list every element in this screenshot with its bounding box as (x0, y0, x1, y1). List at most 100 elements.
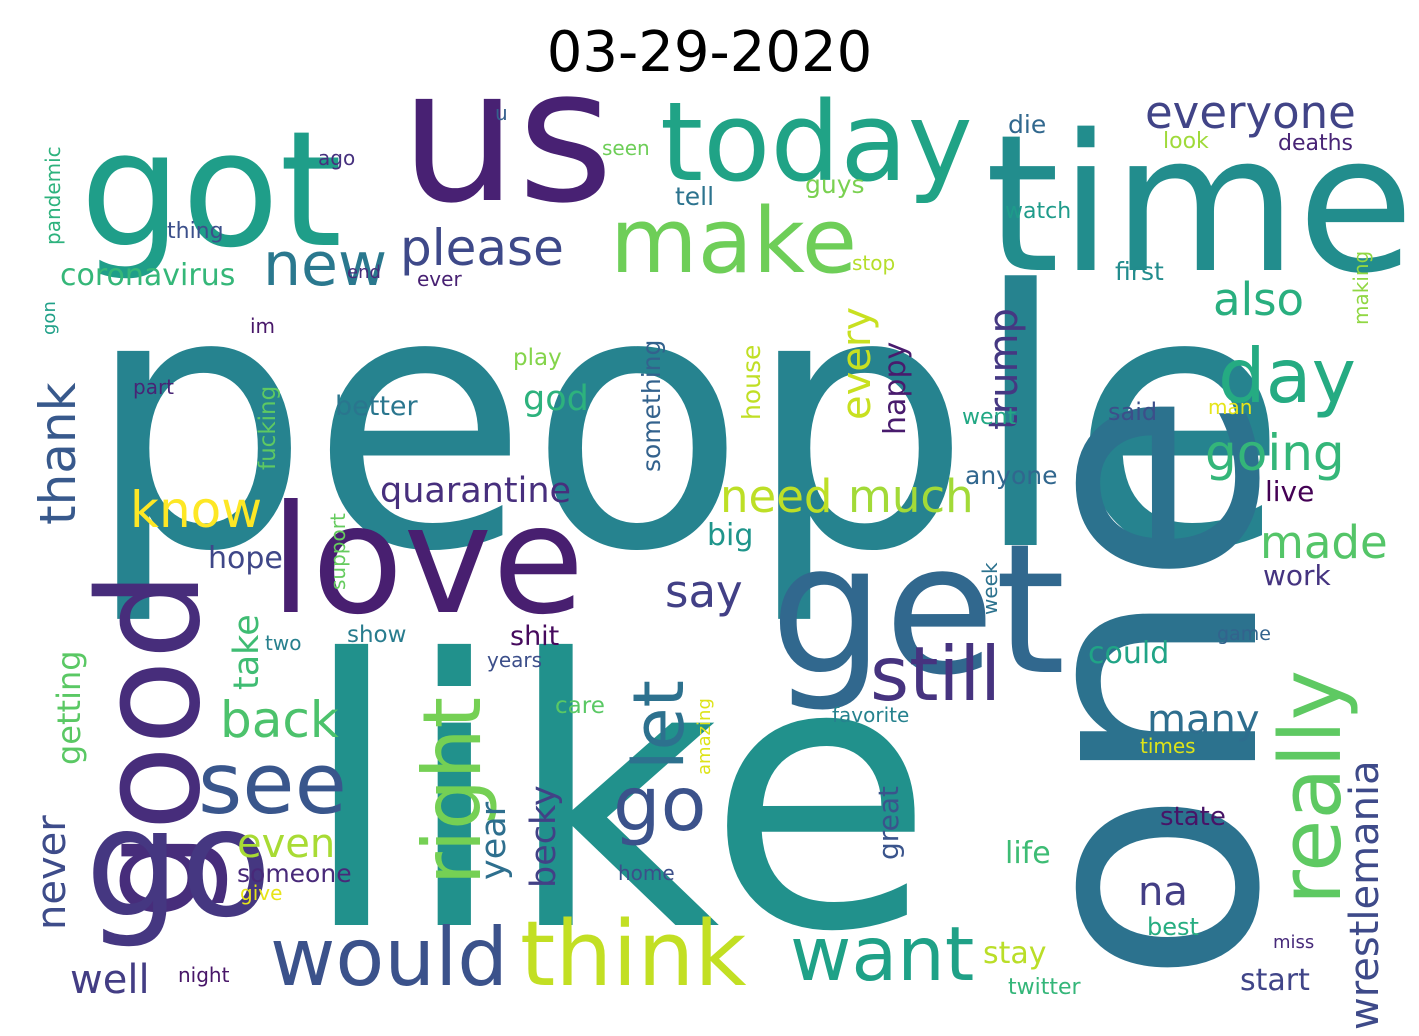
word-na: na (1138, 869, 1188, 915)
word-stop: stop (852, 251, 895, 275)
word-let: let (618, 680, 700, 770)
word-year: year (474, 801, 514, 880)
word-amazing: amazing (694, 698, 715, 775)
word-need: need (720, 470, 832, 523)
word-hope: hope (208, 541, 283, 576)
word-day: day (1218, 332, 1356, 420)
word-never: never (29, 815, 75, 930)
word-time: time (985, 94, 1414, 315)
word-even: even (237, 821, 335, 867)
word-take: take (227, 614, 267, 690)
word-great: great (872, 786, 905, 860)
word-something: something (637, 340, 666, 472)
word-go: go (613, 760, 707, 848)
word-care: care (555, 693, 605, 719)
word-make: make (610, 189, 857, 294)
word-today: today (660, 78, 973, 206)
word-twitter: twitter (1008, 975, 1082, 1000)
word-thank: thank (29, 382, 87, 525)
word-many: many (1147, 697, 1260, 743)
word-made: made (1260, 516, 1388, 569)
word-im: im (250, 314, 275, 338)
word-state: state (1160, 802, 1226, 832)
word-look: look (1163, 129, 1209, 154)
word-back: back (220, 691, 339, 749)
word-someone: someone (237, 859, 352, 888)
word-coronavirus: coronavirus (60, 258, 235, 293)
word-big: big (707, 518, 753, 553)
word-one: one (959, 390, 1331, 985)
word-two: two (265, 631, 301, 655)
word-part: part (133, 375, 174, 399)
word-live: live (1265, 475, 1314, 508)
word-go: go (85, 777, 272, 951)
word-right: right (406, 697, 499, 885)
word-week: week (978, 562, 1002, 615)
word-trump: trump (981, 308, 1027, 430)
word-u: u (495, 101, 508, 125)
word-every: every (834, 307, 880, 420)
word-quarantine: quarantine (380, 471, 571, 511)
chart-title: 03-29-2020 (546, 20, 873, 85)
word-stay: stay (983, 936, 1047, 971)
word-please: please (400, 219, 564, 277)
word-years: years (487, 648, 542, 672)
word-pandemic: pandemic (41, 146, 65, 245)
word-watch: watch (1005, 199, 1071, 224)
word-wrestlemania: wrestlemania (1342, 760, 1388, 1030)
word-tell: tell (675, 182, 714, 211)
word-good: good (69, 571, 232, 920)
word-seen: seen (602, 136, 650, 160)
word-love: love (270, 474, 585, 648)
word-well: well (70, 957, 150, 1003)
word-still: still (870, 630, 1001, 718)
word-game: game (1217, 623, 1271, 645)
word-end: end (347, 262, 381, 283)
word-happy: happy (878, 342, 913, 435)
word-say: say (665, 565, 743, 618)
word-miss: miss (1273, 932, 1314, 953)
word-much: much (848, 470, 974, 523)
word-show: show (347, 622, 406, 648)
word-give: give (240, 881, 282, 905)
word-want: want (790, 910, 974, 998)
word-home: home (618, 861, 675, 885)
word-making: making (1349, 251, 1373, 325)
word-think: think (520, 902, 747, 1007)
word-better: better (335, 391, 419, 422)
word-ago: ago (318, 146, 355, 170)
word-favorite: favorite (832, 703, 909, 727)
word-man: man (1208, 395, 1252, 419)
word-house: house (737, 345, 766, 420)
word-people: people (85, 215, 1288, 629)
word-anyone: anyone (965, 461, 1057, 490)
word-god: god (523, 379, 589, 419)
word-die: die (1008, 110, 1046, 139)
word-get: get (770, 506, 1066, 715)
word-fucking: fucking (255, 386, 281, 470)
word-really: really (1262, 670, 1361, 905)
word-night: night (178, 963, 230, 987)
word-first: first (1115, 257, 1164, 286)
word-becky: becky (524, 785, 564, 888)
word-times: times (1140, 734, 1196, 758)
word-know: know (130, 481, 262, 539)
word-shit: shit (510, 621, 559, 652)
word-also: also (1213, 273, 1304, 326)
word-got: got (80, 96, 342, 283)
word-could: could (1088, 636, 1169, 671)
word-would: would (270, 911, 508, 1004)
word-going: going (1205, 424, 1345, 482)
word-getting: getting (50, 650, 88, 765)
word-life: life (1005, 836, 1051, 871)
word-thing: thing (167, 219, 224, 244)
word-support: support (326, 513, 350, 590)
word-work: work (1263, 559, 1332, 592)
word-new: new (263, 230, 387, 300)
word-play: play (513, 345, 562, 371)
word-everyone: everyone (1145, 86, 1356, 139)
word-see: see (198, 735, 347, 834)
word-said: said (1108, 398, 1157, 426)
word-ever: ever (417, 267, 462, 291)
